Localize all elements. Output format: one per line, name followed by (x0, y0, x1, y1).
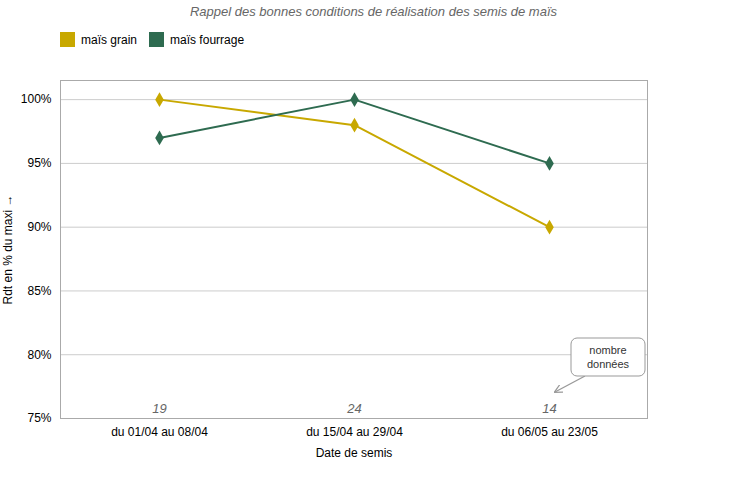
svg-text:nombredonnées: nombredonnées (587, 344, 630, 370)
svg-text:75%: 75% (27, 411, 51, 425)
svg-text:du 06/05 au 23/05: du 06/05 au 23/05 (501, 425, 598, 439)
svg-text:85%: 85% (27, 284, 51, 298)
svg-text:du 01/04 au 08/04: du 01/04 au 08/04 (111, 425, 208, 439)
svg-text:Rdt en % du maxi →: Rdt en % du maxi → (1, 194, 15, 304)
svg-text:24: 24 (346, 401, 361, 416)
svg-text:80%: 80% (27, 348, 51, 362)
html-text:maïs grain: maïs grain (81, 32, 137, 47)
svg-text:du 15/04 au 29/04: du 15/04 au 29/04 (306, 425, 403, 439)
svg-text:95%: 95% (27, 156, 51, 170)
svg-text:Date de semis: Date de semis (316, 446, 393, 460)
html-text:Rappel des bonnes conditions d: Rappel des bonnes conditions de réalisat… (189, 4, 557, 19)
svg-text:90%: 90% (27, 220, 51, 234)
html-text:maïs fourrage: maïs fourrage (170, 32, 245, 47)
svg-text:100%: 100% (21, 92, 52, 106)
svg-text:19: 19 (152, 401, 166, 416)
svg-text:14: 14 (542, 401, 556, 416)
